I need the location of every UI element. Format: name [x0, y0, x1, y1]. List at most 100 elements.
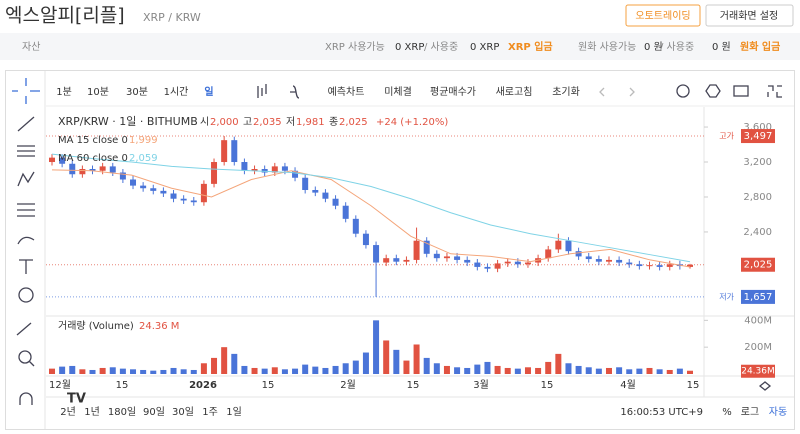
volume-bar: [180, 369, 187, 374]
volume-bar: [190, 369, 197, 374]
x-tick-label: 15: [687, 380, 700, 391]
candle-body: [646, 265, 653, 267]
xrp-in-use-label: / 사용중: [424, 41, 458, 53]
price-badge-label: 3,497: [744, 131, 773, 142]
candle-body: [140, 185, 147, 189]
volume-bar: [292, 368, 299, 374]
volume-bar: [433, 363, 440, 374]
xrp-available-label: XRP 사용가능: [325, 41, 385, 53]
volume-bar: [676, 368, 683, 374]
volume-bar: [494, 365, 501, 374]
ma-value: 2,059: [129, 153, 158, 164]
candle-body: [413, 240, 420, 260]
left-tools[interactable]: [12, 78, 40, 405]
krw-available: 0 원: [644, 41, 663, 53]
candle-body: [687, 264, 693, 267]
volume-bar: [636, 368, 643, 374]
volume-bar: [565, 363, 572, 374]
x-tick-label: 15: [541, 380, 554, 391]
volume-bar: [514, 368, 521, 374]
range[interactable]: 1일: [226, 406, 242, 418]
candle-body: [616, 259, 623, 263]
candle-body: [292, 170, 299, 178]
action[interactable]: 예측차트: [328, 86, 365, 98]
action[interactable]: 초기화: [552, 86, 580, 98]
interval[interactable]: 1분: [56, 86, 72, 98]
candle-body: [69, 163, 76, 175]
candle-body: [89, 169, 96, 171]
volume-bar: [59, 366, 66, 374]
volume-bar: [575, 365, 582, 374]
ohlc-value: 2,025: [339, 117, 368, 128]
volume-bar: [626, 369, 633, 374]
volume-bar: [140, 369, 147, 374]
range[interactable]: 1주: [202, 407, 218, 418]
settings-button[interactable]: [705, 4, 794, 27]
candle-body: [211, 162, 218, 184]
candle-body: [59, 157, 66, 164]
candle-body: [241, 162, 248, 171]
volume-bar: [535, 367, 542, 374]
candle-body: [383, 258, 390, 263]
candle-body: [49, 157, 55, 163]
candle-body: [362, 233, 369, 246]
settings-label[interactable]: 거래화면 설정: [720, 10, 778, 22]
action[interactable]: 새로고침: [496, 86, 533, 98]
candle-body: [403, 259, 410, 262]
volume-bar: [474, 364, 481, 374]
auto-label[interactable]: 오토트레이딩: [635, 10, 690, 22]
candle-body: [79, 169, 86, 175]
option[interactable]: 로그: [741, 407, 759, 418]
candle-body: [636, 264, 643, 267]
candle-body: [443, 256, 450, 259]
interval[interactable]: 30분: [126, 86, 148, 98]
candle-body: [119, 172, 126, 180]
range[interactable]: 2년: [60, 406, 76, 418]
volume-bar: [545, 361, 552, 374]
candle-body: [524, 262, 531, 265]
volume-bar: [616, 367, 623, 374]
range[interactable]: 1년: [84, 406, 100, 418]
asset-bar: [0, 33, 800, 60]
price-badge: [741, 129, 775, 144]
ohlc-value: 2,000: [210, 117, 239, 128]
krw-in-use-label: / 사용중: [660, 41, 694, 53]
volume-bar: [49, 368, 55, 374]
candle-body: [595, 259, 602, 262]
volume-title-value: 24.36 M: [139, 321, 179, 332]
option[interactable]: %: [722, 407, 732, 418]
interval[interactable]: 10분: [87, 86, 109, 98]
xrp-deposit[interactable]: XRP 입금: [508, 40, 553, 53]
y-tick-label: 3,200: [743, 157, 772, 168]
volume-bar: [119, 368, 126, 374]
range[interactable]: 90일: [143, 406, 165, 418]
top-icons[interactable]: [257, 84, 782, 391]
volume-bar: [170, 367, 177, 374]
candle-body: [575, 251, 582, 257]
volume-bar: [555, 353, 562, 374]
action[interactable]: 미체결: [384, 86, 412, 98]
volume-bar: [251, 367, 258, 374]
option[interactable]: 자동: [769, 406, 787, 418]
candle-body: [514, 261, 521, 265]
auto-button[interactable]: [625, 4, 701, 27]
action[interactable]: 평균매수가: [430, 86, 476, 98]
volume-tick-label: 400M: [744, 315, 772, 326]
candle-body: [332, 198, 339, 206]
volume-bar: [69, 365, 76, 374]
range[interactable]: 180일: [108, 406, 136, 418]
range[interactable]: 30일: [172, 406, 194, 418]
price-badge: [741, 289, 775, 304]
ohlc-key: 종: [329, 116, 338, 128]
volume-bar: [241, 365, 248, 374]
chart-frame: [5, 70, 795, 430]
interval[interactable]: 1시간: [164, 86, 189, 98]
volume-bar: [666, 369, 673, 374]
volume-bar: [646, 367, 653, 374]
candle-body: [605, 259, 612, 262]
time: 16:00:53 UTC+9: [620, 407, 703, 418]
volume-bar: [595, 368, 602, 374]
interval[interactable]: 일: [204, 85, 213, 98]
krw-deposit[interactable]: 원화 입금: [740, 40, 780, 53]
candle-body: [342, 205, 349, 219]
